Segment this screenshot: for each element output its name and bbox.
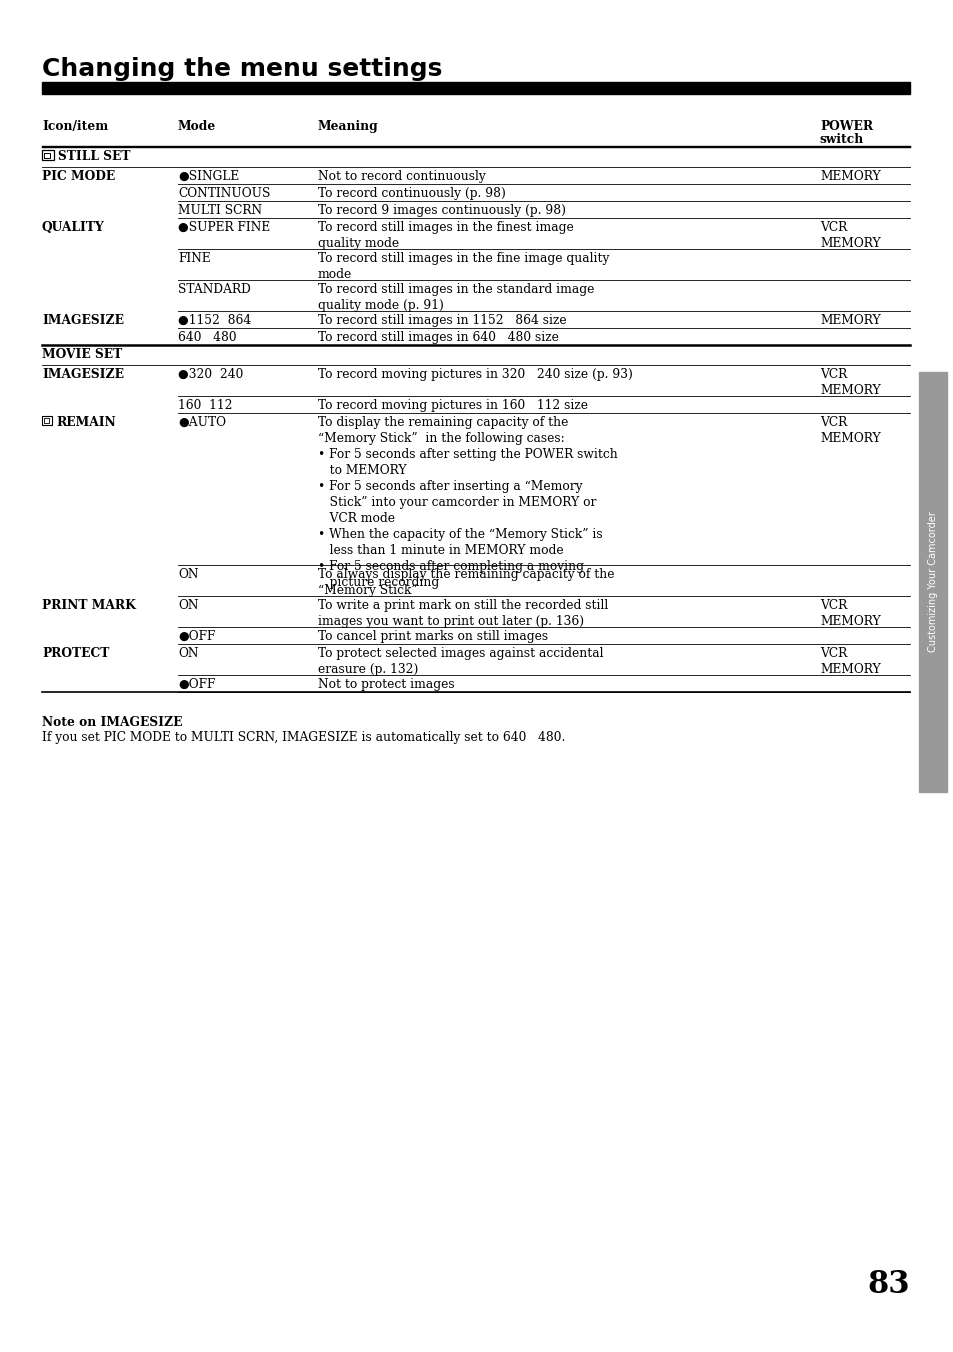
Text: To record still images in 640   480 size: To record still images in 640 480 size bbox=[317, 331, 558, 343]
Text: PIC MODE: PIC MODE bbox=[42, 170, 115, 183]
Bar bbox=[42, 150, 54, 160]
Text: STANDARD: STANDARD bbox=[178, 283, 251, 296]
Text: ●AUTO: ●AUTO bbox=[178, 416, 226, 429]
Text: Changing the menu settings: Changing the menu settings bbox=[42, 57, 442, 81]
Text: To record still images in the finest image
quality mode: To record still images in the finest ima… bbox=[317, 220, 573, 250]
Text: To record moving pictures in 160   112 size: To record moving pictures in 160 112 siz… bbox=[317, 399, 587, 412]
Text: Icon/item: Icon/item bbox=[42, 120, 108, 132]
Text: PRINT MARK: PRINT MARK bbox=[42, 599, 135, 612]
Text: ●SUPER FINE: ●SUPER FINE bbox=[178, 220, 270, 234]
Text: To always display the remaining capacity of the
“Memory Stick”: To always display the remaining capacity… bbox=[317, 568, 614, 598]
Text: To protect selected images against accidental
erasure (p. 132): To protect selected images against accid… bbox=[317, 648, 603, 676]
Text: To record continuously (p. 98): To record continuously (p. 98) bbox=[317, 187, 505, 200]
Text: To record still images in the fine image quality
mode: To record still images in the fine image… bbox=[317, 251, 609, 281]
Text: Customizing Your Camcorder: Customizing Your Camcorder bbox=[927, 511, 937, 653]
Text: FINE: FINE bbox=[178, 251, 211, 265]
Text: 160  112: 160 112 bbox=[178, 399, 233, 412]
Bar bbox=[44, 153, 50, 158]
Bar bbox=[918, 372, 946, 792]
Text: MEMORY: MEMORY bbox=[820, 170, 880, 183]
Text: 83: 83 bbox=[866, 1270, 909, 1301]
Text: Not to record continuously: Not to record continuously bbox=[317, 170, 485, 183]
Text: ●SINGLE: ●SINGLE bbox=[178, 170, 239, 183]
Text: MOVIE SET: MOVIE SET bbox=[42, 347, 122, 361]
Text: IMAGESIZE: IMAGESIZE bbox=[42, 314, 124, 327]
Text: Not to protect images: Not to protect images bbox=[317, 677, 455, 691]
Text: MEMORY: MEMORY bbox=[820, 314, 880, 327]
Text: switch: switch bbox=[820, 132, 863, 146]
Text: VCR
MEMORY: VCR MEMORY bbox=[820, 368, 880, 397]
Text: MULTI SCRN: MULTI SCRN bbox=[178, 204, 262, 218]
Text: 640   480: 640 480 bbox=[178, 331, 236, 343]
Text: ON: ON bbox=[178, 568, 198, 581]
Text: Mode: Mode bbox=[178, 120, 216, 132]
Text: STILL SET: STILL SET bbox=[58, 150, 131, 164]
Text: CONTINUOUS: CONTINUOUS bbox=[178, 187, 270, 200]
Text: To display the remaining capacity of the
“Memory Stick”  in the following cases:: To display the remaining capacity of the… bbox=[317, 416, 618, 589]
Bar bbox=[42, 82, 909, 95]
Text: ●320  240: ●320 240 bbox=[178, 368, 243, 381]
Text: To record moving pictures in 320   240 size (p. 93): To record moving pictures in 320 240 siz… bbox=[317, 368, 632, 381]
Text: VCR
MEMORY: VCR MEMORY bbox=[820, 416, 880, 445]
Text: IMAGESIZE: IMAGESIZE bbox=[42, 368, 124, 381]
Text: ●OFF: ●OFF bbox=[178, 630, 215, 644]
Text: If you set PIC MODE to MULTI SCRN, IMAGESIZE is automatically set to 640   480.: If you set PIC MODE to MULTI SCRN, IMAGE… bbox=[42, 731, 565, 744]
Text: POWER: POWER bbox=[820, 120, 872, 132]
Text: Note on IMAGESIZE: Note on IMAGESIZE bbox=[42, 717, 182, 729]
Bar bbox=[42, 416, 52, 425]
Text: QUALITY: QUALITY bbox=[42, 220, 105, 234]
Text: ●1152  864: ●1152 864 bbox=[178, 314, 251, 327]
Text: To write a print mark on still the recorded still
images you want to print out l: To write a print mark on still the recor… bbox=[317, 599, 608, 627]
Text: ON: ON bbox=[178, 599, 198, 612]
Text: ●OFF: ●OFF bbox=[178, 677, 215, 691]
Text: VCR
MEMORY: VCR MEMORY bbox=[820, 599, 880, 627]
Text: To record still images in 1152   864 size: To record still images in 1152 864 size bbox=[317, 314, 566, 327]
Text: VCR
MEMORY: VCR MEMORY bbox=[820, 220, 880, 250]
Text: ON: ON bbox=[178, 648, 198, 660]
Text: Meaning: Meaning bbox=[317, 120, 378, 132]
Text: VCR
MEMORY: VCR MEMORY bbox=[820, 648, 880, 676]
Text: To cancel print marks on still images: To cancel print marks on still images bbox=[317, 630, 548, 644]
Text: To record 9 images continuously (p. 98): To record 9 images continuously (p. 98) bbox=[317, 204, 565, 218]
Text: REMAIN: REMAIN bbox=[56, 416, 115, 429]
Text: PROTECT: PROTECT bbox=[42, 648, 110, 660]
Bar bbox=[44, 418, 49, 423]
Text: To record still images in the standard image
quality mode (p. 91): To record still images in the standard i… bbox=[317, 283, 594, 312]
